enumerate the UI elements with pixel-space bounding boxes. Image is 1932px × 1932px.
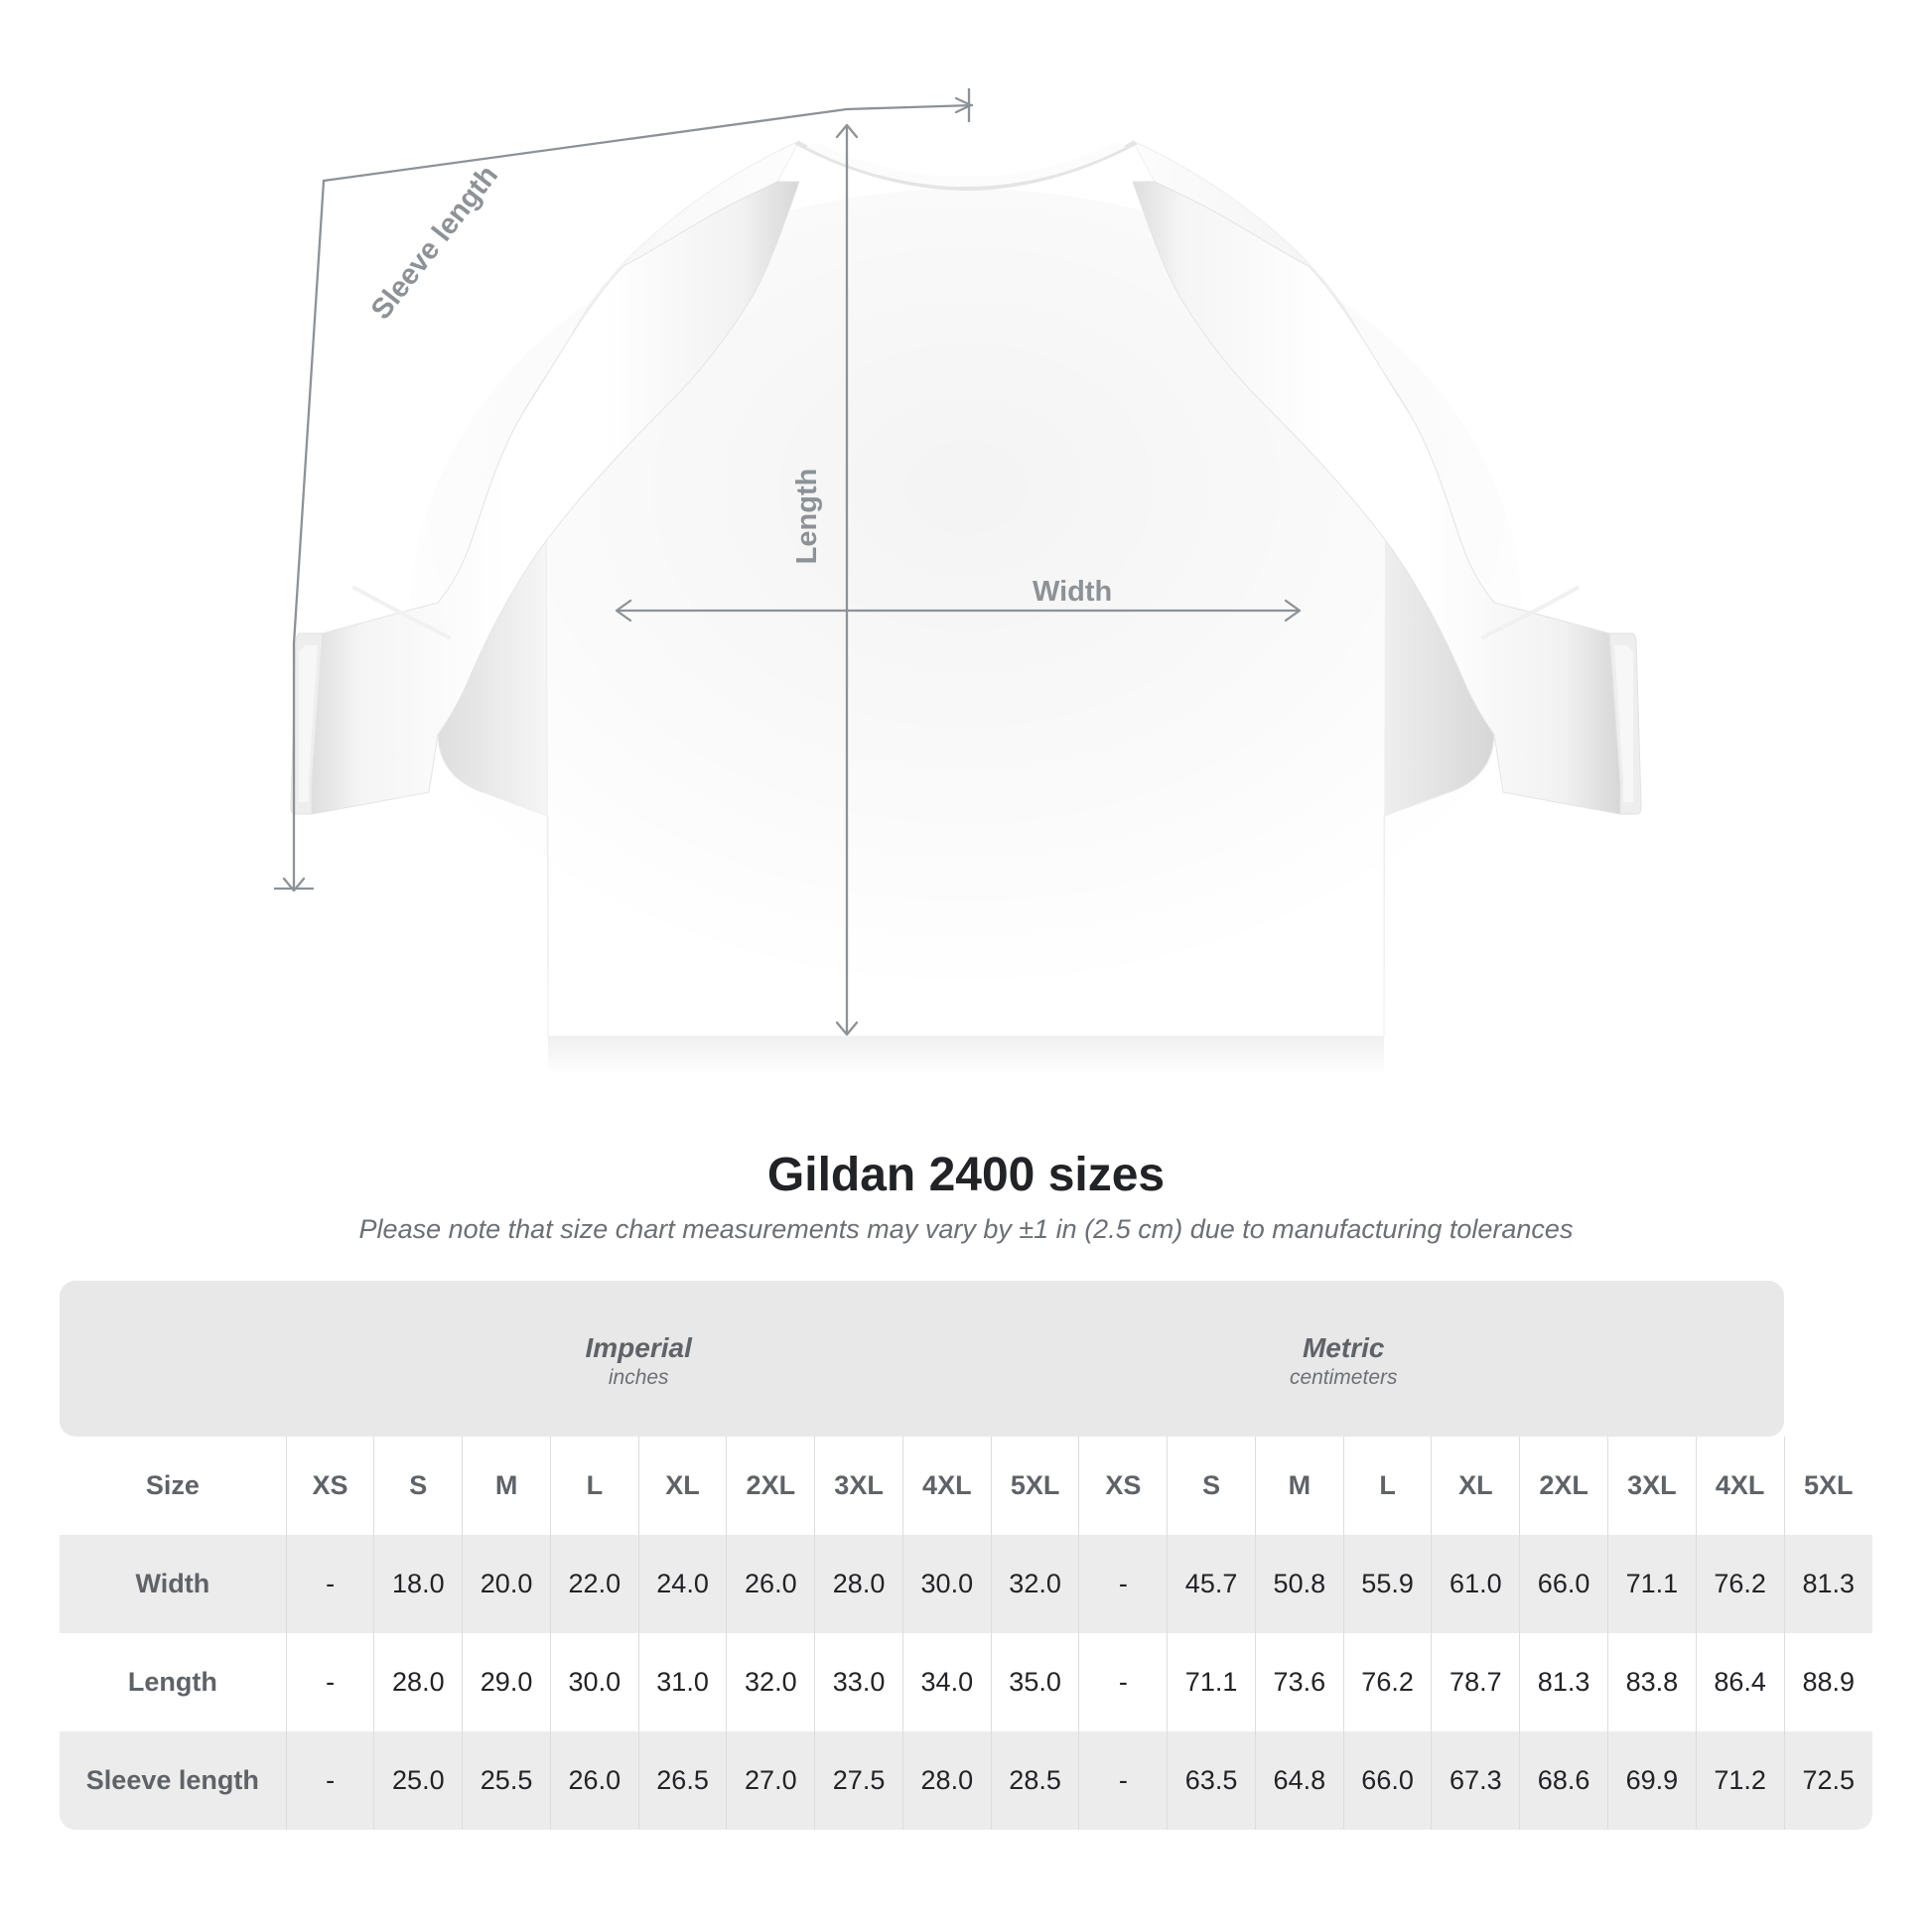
svg-text:Length: Length [791,469,823,565]
svg-text:Width: Width [1033,576,1112,608]
svg-text:Sleeve length: Sleeve length [365,160,504,326]
